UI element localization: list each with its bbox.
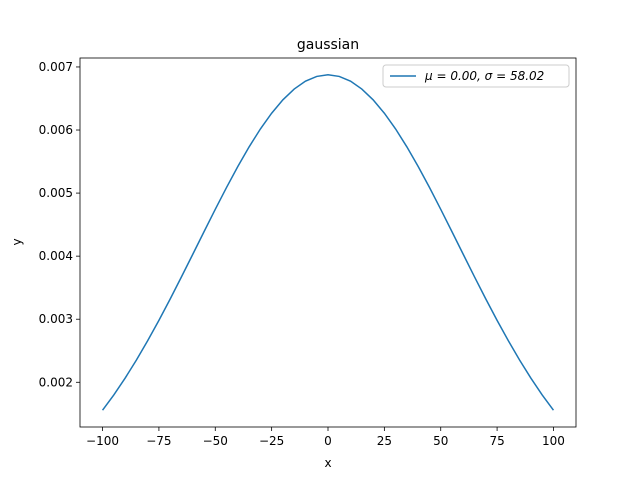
- x-tick-label: −50: [203, 434, 228, 448]
- y-axis-label: y: [10, 238, 24, 245]
- axes-frame: [79, 57, 577, 428]
- x-tick-label: 0: [324, 434, 332, 448]
- x-tick-label: −25: [259, 434, 284, 448]
- y-tick-label: 0.004: [39, 249, 73, 263]
- legend-label: μ = 0.00, σ = 58.02: [424, 69, 544, 83]
- y-tick-label: 0.002: [39, 375, 73, 389]
- y-tick-label: 0.005: [39, 186, 73, 200]
- x-tick-label: 50: [433, 434, 448, 448]
- x-tick-label: 75: [489, 434, 504, 448]
- x-axis-label: x: [324, 456, 331, 470]
- x-tick-label: 100: [542, 434, 565, 448]
- x-tick-label: 25: [377, 434, 392, 448]
- y-tick-label: 0.007: [39, 60, 73, 74]
- line-series: [101, 74, 555, 411]
- x-tick-label: −100: [86, 434, 119, 448]
- legend-box: [382, 64, 570, 88]
- y-tick-label: 0.003: [39, 312, 73, 326]
- y-tick-label: 0.006: [39, 123, 73, 137]
- x-tick-label: −75: [146, 434, 171, 448]
- chart-title: gaussian: [297, 37, 359, 53]
